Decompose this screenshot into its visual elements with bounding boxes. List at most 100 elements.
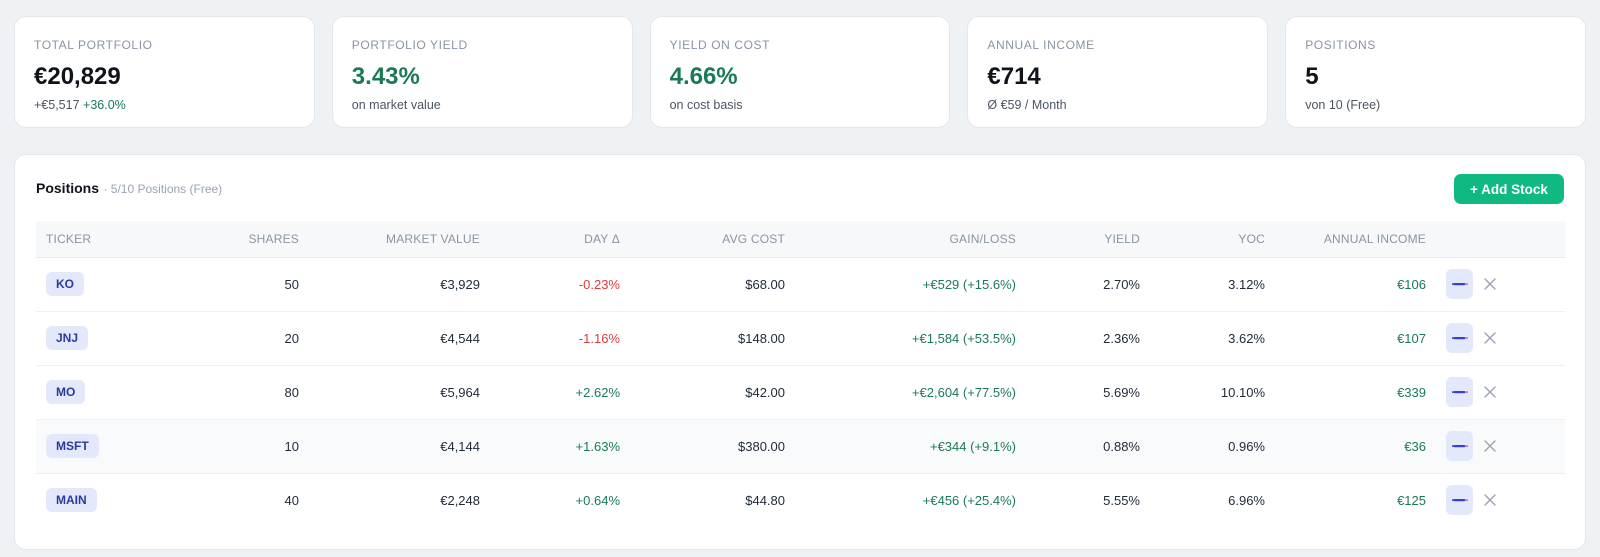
delete-button[interactable] xyxy=(1479,435,1501,457)
positions-panel: Positions · 5/10 Positions (Free) + Add … xyxy=(14,154,1586,550)
stat-value: 4.66% xyxy=(669,63,738,90)
row-actions xyxy=(1446,485,1555,516)
close-icon xyxy=(1484,440,1496,452)
stat-sub-amount: +€5,517 xyxy=(34,98,80,112)
column-header-gain-loss[interactable]: GAIN/LOSS xyxy=(795,221,1026,258)
table-header-row: TICKER SHARES MARKET VALUE DAY Δ AVG COS… xyxy=(36,221,1565,258)
column-header-yield[interactable]: YIELD xyxy=(1026,221,1150,258)
shares-cell: 50 xyxy=(196,257,309,312)
ticker-badge[interactable]: MSFT xyxy=(46,434,99,458)
yoc-cell: 3.12% xyxy=(1150,257,1275,312)
stat-sub: +€5,517 +36.0% xyxy=(34,97,295,113)
ticker-cell: MSFT xyxy=(36,419,196,474)
table-row: JNJ 20 €4,544 -1.16% $148.00 +€1,584 (+5… xyxy=(36,311,1565,366)
edit-button[interactable] xyxy=(1446,323,1473,353)
edit-button[interactable] xyxy=(1446,485,1473,516)
stat-label: PORTFOLIO YIELD xyxy=(351,38,468,52)
pencil-icon xyxy=(1451,283,1468,286)
shares-cell: 20 xyxy=(196,311,309,366)
gain-loss-cell: +€529 (+15.6%) xyxy=(795,257,1026,312)
ticker-badge[interactable]: JNJ xyxy=(46,326,89,350)
avg-cost-cell: $380.00 xyxy=(630,419,795,474)
ticker-badge[interactable]: KO xyxy=(46,272,84,296)
panel-header: Positions · 5/10 Positions (Free) + Add … xyxy=(36,173,1564,205)
panel-title: Positions xyxy=(36,180,100,196)
yoc-cell: 3.62% xyxy=(1150,311,1275,366)
column-header-yoc[interactable]: YOC xyxy=(1150,221,1275,258)
avg-cost-cell: $42.00 xyxy=(630,365,795,420)
stat-value: 5 xyxy=(1305,63,1319,90)
yield-cell: 2.36% xyxy=(1026,311,1150,366)
ticker-badge[interactable]: MAIN xyxy=(46,488,97,513)
annual-income-cell: €339 xyxy=(1275,365,1436,420)
column-header-actions xyxy=(1436,221,1565,258)
actions-cell xyxy=(1436,257,1565,312)
pencil-icon xyxy=(1451,499,1468,502)
shares-cell: 40 xyxy=(284,492,299,508)
edit-button[interactable] xyxy=(1446,377,1473,407)
add-stock-button[interactable]: + Add Stock xyxy=(1454,174,1564,204)
gain-loss-cell: +€2,604 (+77.5%) xyxy=(795,365,1026,420)
stat-sub-percent: +36.0% xyxy=(83,98,126,112)
edit-button[interactable] xyxy=(1446,269,1473,299)
stat-sub: Ø €59 / Month xyxy=(987,98,1067,112)
row-actions xyxy=(1446,269,1555,299)
delete-button[interactable] xyxy=(1479,327,1501,349)
avg-cost-cell: $68.00 xyxy=(630,257,795,312)
stat-card-yield-on-cost: YIELD ON COST 4.66% on cost basis xyxy=(649,16,951,128)
gain-loss-cell: +€344 (+9.1%) xyxy=(795,419,1026,474)
shares-cell: 80 xyxy=(196,365,309,420)
close-icon xyxy=(1484,332,1496,344)
actions-cell xyxy=(1436,311,1565,366)
gain-loss-cell: +€1,584 (+53.5%) xyxy=(795,311,1026,366)
table-row: MSFT 10 €4,144 +1.63% $380.00 +€344 (+9.… xyxy=(36,419,1565,474)
table-row: MAIN 40 €2,248 +0.64% $44.80 +€456 (+25.… xyxy=(36,473,1565,527)
column-header-day-change[interactable]: DAY Δ xyxy=(490,221,630,258)
day-change-cell: -1.16% xyxy=(490,311,630,366)
actions-cell xyxy=(1436,419,1565,474)
delete-button[interactable] xyxy=(1479,273,1501,295)
close-icon xyxy=(1484,494,1496,506)
yoc-cell: 10.10% xyxy=(1150,365,1275,420)
avg-cost-cell: $148.00 xyxy=(630,311,795,366)
stat-card-annual-income: ANNUAL INCOME €714 Ø €59 / Month xyxy=(967,16,1269,128)
market-value-cell: €5,964 xyxy=(309,365,490,420)
market-value-cell: €2,248 xyxy=(440,492,480,508)
actions-cell xyxy=(1436,365,1565,420)
yield-cell: 2.70% xyxy=(1026,257,1150,312)
ticker-badge[interactable]: MO xyxy=(46,380,86,404)
stat-value: €20,829 xyxy=(34,63,121,90)
stat-sub: on cost basis xyxy=(669,98,743,112)
delete-button[interactable] xyxy=(1479,381,1501,403)
column-header-shares[interactable]: SHARES xyxy=(196,221,309,258)
panel-heading: Positions · 5/10 Positions (Free) xyxy=(36,180,222,198)
ticker-cell: MO xyxy=(36,365,196,420)
close-icon xyxy=(1484,386,1496,398)
market-value-cell: €4,144 xyxy=(309,419,490,474)
positions-table: TICKER SHARES MARKET VALUE DAY Δ AVG COS… xyxy=(36,221,1565,527)
stat-label: POSITIONS xyxy=(1305,38,1376,52)
stat-card-positions: POSITIONS 5 von 10 (Free) xyxy=(1285,16,1586,128)
annual-income-cell: €106 xyxy=(1275,257,1436,312)
stat-label: YIELD ON COST xyxy=(669,38,771,52)
yoc-cell: 6.96% xyxy=(1228,492,1265,508)
column-header-ticker[interactable]: TICKER xyxy=(36,221,196,258)
table-row: MO 80 €5,964 +2.62% $42.00 +€2,604 (+77.… xyxy=(36,365,1565,420)
stats-row: TOTAL PORTFOLIO €20,829 +€5,517 +36.0% P… xyxy=(14,16,1586,128)
close-icon xyxy=(1484,278,1496,290)
ticker-cell: JNJ xyxy=(36,311,196,366)
annual-income-cell: €36 xyxy=(1275,419,1436,474)
column-header-annual-income[interactable]: ANNUAL INCOME xyxy=(1275,221,1436,258)
stat-value: 3.43% xyxy=(351,63,420,90)
stat-sub: von 10 (Free) xyxy=(1305,98,1381,112)
ticker-cell: KO xyxy=(36,257,196,312)
column-header-market-value[interactable]: MARKET VALUE xyxy=(309,221,490,258)
market-value-cell: €4,544 xyxy=(309,311,490,366)
column-header-avg-cost[interactable]: AVG COST xyxy=(630,221,795,258)
annual-income-cell: €125 xyxy=(1397,492,1426,508)
pencil-icon xyxy=(1451,391,1468,394)
yield-cell: 0.88% xyxy=(1026,419,1150,474)
edit-button[interactable] xyxy=(1446,431,1473,461)
delete-button[interactable] xyxy=(1479,489,1501,511)
stat-sub: on market value xyxy=(351,98,441,112)
